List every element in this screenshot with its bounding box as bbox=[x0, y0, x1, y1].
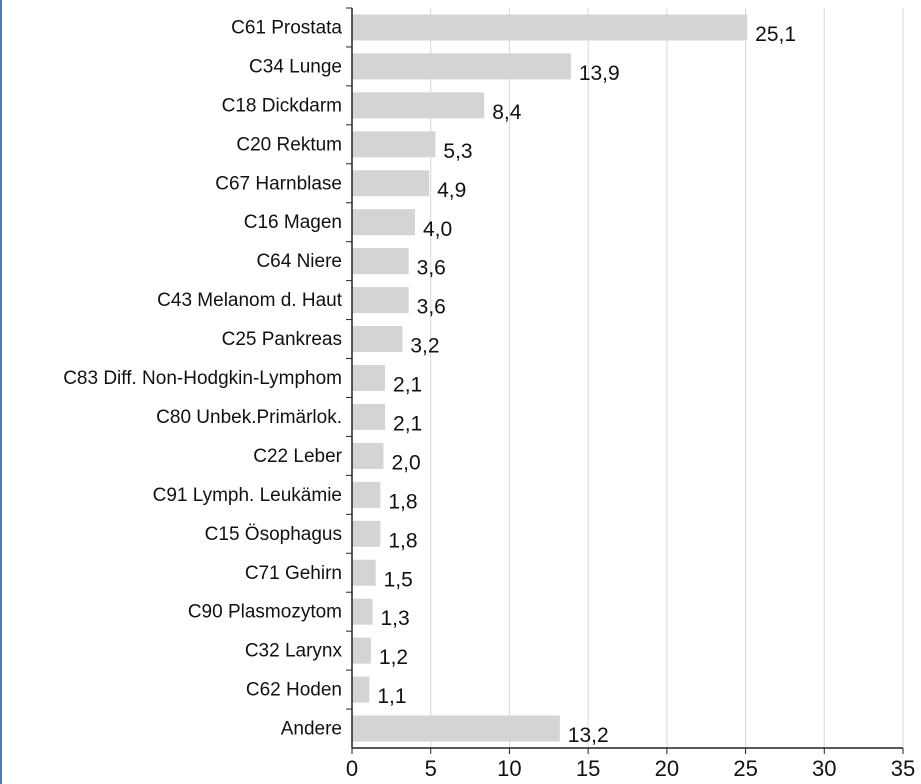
x-tick-label: 15 bbox=[576, 756, 600, 781]
y-tick-label: C25 Pankreas bbox=[222, 329, 342, 350]
bar bbox=[352, 248, 409, 275]
y-tick-label: Andere bbox=[281, 719, 342, 740]
y-tick-label: C32 Larynx bbox=[245, 641, 343, 662]
bar bbox=[352, 520, 381, 547]
y-tick-label: C64 Niere bbox=[256, 251, 342, 272]
x-tick-label: 20 bbox=[655, 756, 679, 781]
value-label: 5,3 bbox=[443, 140, 472, 163]
y-tick-label: C62 Hoden bbox=[246, 680, 342, 701]
value-label: 1,8 bbox=[388, 529, 417, 552]
y-tick-label: C61 Prostata bbox=[231, 17, 342, 38]
bar bbox=[352, 481, 381, 508]
value-label: 1,2 bbox=[379, 646, 408, 669]
y-tick-label: C80 Unbek.Primärlok. bbox=[156, 407, 342, 428]
bar bbox=[352, 326, 403, 353]
y-tick-label: C67 Harnblase bbox=[215, 173, 342, 194]
bar bbox=[352, 598, 373, 625]
value-label: 3,2 bbox=[410, 335, 439, 358]
value-label: 1,8 bbox=[388, 490, 417, 513]
value-label: 1,1 bbox=[377, 685, 406, 708]
y-tick-label: C83 Diff. Non-Hodgkin-Lymphom bbox=[63, 368, 342, 389]
x-tick-label: 30 bbox=[812, 756, 836, 781]
value-label: 4,9 bbox=[437, 179, 466, 202]
x-tick-label: 0 bbox=[346, 756, 358, 781]
y-tick-label: C71 Gehirn bbox=[245, 563, 342, 584]
bar bbox=[352, 14, 748, 41]
value-label: 3,6 bbox=[417, 257, 446, 280]
bar bbox=[352, 559, 376, 586]
y-tick-label: C16 Magen bbox=[244, 212, 342, 233]
value-label: 25,1 bbox=[755, 23, 796, 46]
bar bbox=[352, 170, 430, 197]
value-label: 1,3 bbox=[380, 607, 409, 630]
y-tick-label: C90 Plasmozytom bbox=[188, 602, 342, 623]
y-tick-label: C20 Rektum bbox=[236, 134, 342, 155]
x-tick-label: 25 bbox=[733, 756, 757, 781]
bar bbox=[352, 442, 384, 469]
y-tick-label: C91 Lymph. Leukämie bbox=[153, 485, 342, 506]
y-tick-label: C15 Ösophagus bbox=[205, 524, 342, 545]
bar bbox=[352, 92, 485, 119]
bar bbox=[352, 403, 386, 430]
value-label: 2,1 bbox=[393, 374, 422, 397]
x-tick-label: 35 bbox=[891, 756, 915, 781]
y-tick-label: C18 Dickdarm bbox=[222, 95, 342, 116]
value-label: 1,5 bbox=[384, 568, 413, 591]
bar bbox=[352, 365, 386, 391]
value-label: 13,9 bbox=[579, 62, 620, 85]
bar bbox=[352, 715, 560, 742]
left-border bbox=[0, 0, 2, 784]
x-tick-label: 10 bbox=[497, 756, 521, 781]
y-tick-label: C22 Leber bbox=[253, 446, 342, 467]
bar bbox=[352, 287, 409, 314]
value-label: 4,0 bbox=[423, 218, 452, 241]
bar bbox=[352, 209, 415, 236]
y-tick-label: C43 Melanom d. Haut bbox=[157, 290, 343, 311]
value-label: 3,6 bbox=[417, 296, 446, 319]
bar bbox=[352, 637, 371, 664]
value-label: 2,1 bbox=[393, 412, 422, 435]
bar bbox=[352, 131, 436, 158]
value-label: 8,4 bbox=[492, 101, 522, 124]
value-label: 2,0 bbox=[391, 451, 420, 474]
x-tick-label: 5 bbox=[425, 756, 437, 781]
y-tick-label: C34 Lunge bbox=[249, 56, 342, 77]
bar bbox=[352, 53, 571, 80]
value-label: 13,2 bbox=[568, 724, 609, 747]
bar bbox=[352, 676, 370, 703]
